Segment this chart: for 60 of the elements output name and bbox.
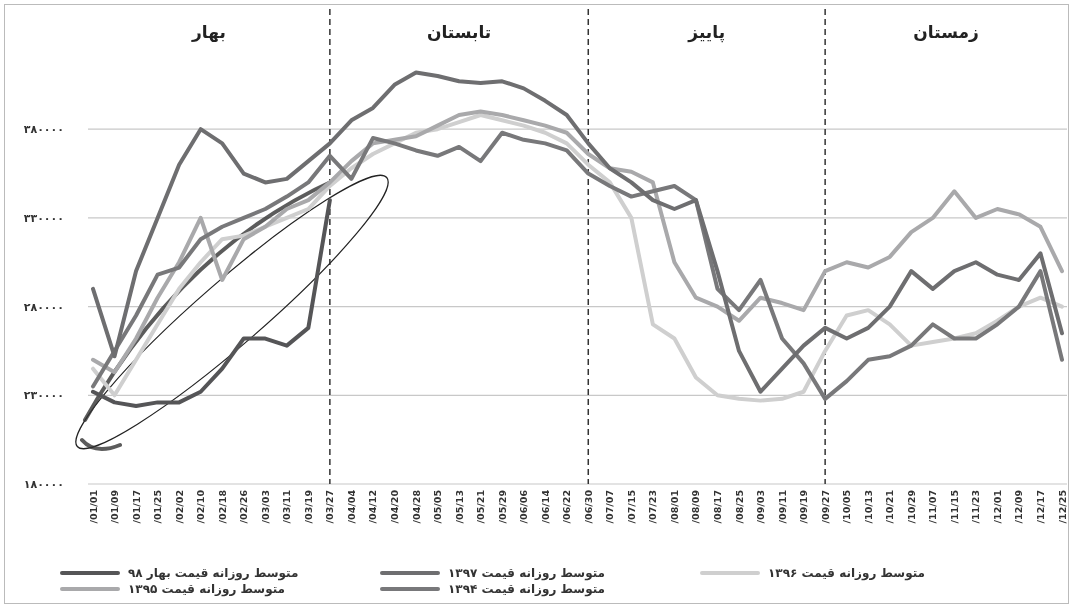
x-tick-label: /03/03	[259, 490, 271, 524]
y-tick-label: ۳۳۰۰۰۰	[23, 211, 64, 225]
x-tick-label: /03/11	[281, 490, 293, 524]
x-tick-label: /08/25	[733, 490, 745, 524]
x-tick-label: /09/03	[755, 490, 767, 524]
x-tick-label: /05/13	[453, 490, 465, 524]
x-tick-label: /05/29	[496, 490, 508, 524]
x-tick-label: /03/27	[324, 490, 336, 524]
x-tick-label: /06/14	[539, 489, 551, 524]
legend-label: متوسط روزانه قیمت ۱۳۹۵	[128, 582, 286, 596]
x-tick-label: /04/28	[410, 489, 422, 524]
x-tick-label: /01/17	[130, 490, 142, 524]
x-tick-label: /07/15	[625, 490, 637, 524]
legend-label: متوسط روزانه قیمت ۱۳۹۶	[768, 566, 926, 580]
x-tick-label: /01/01	[87, 490, 99, 524]
x-tick-label: /10/29	[905, 490, 917, 524]
x-tick-label: /09/27	[819, 490, 831, 524]
x-tick-label: /07/07	[604, 490, 616, 524]
x-tick-label: /12/01	[991, 490, 1003, 524]
x-tick-label: /04/12	[367, 490, 379, 524]
y-tick-label: ۱۸۰۰۰۰	[23, 478, 64, 491]
annotation: پاییز	[687, 22, 726, 43]
annotation: زمستان	[913, 22, 979, 42]
x-tick-label: /11/23	[970, 490, 982, 524]
y-tick-label: ۲۳۰۰۰۰	[23, 389, 64, 403]
x-tick-label: /12/17	[1034, 490, 1046, 524]
legend-label: متوسط روزانه قیمت ۱۳۹۷	[448, 566, 606, 580]
x-tick-label: /05/21	[475, 490, 487, 524]
x-tick-label: /12/09	[1013, 490, 1025, 524]
x-tick-label: /08/17	[711, 490, 723, 524]
x-tick-label: /01/09	[109, 490, 121, 524]
x-tick-label: /12/25	[1056, 490, 1068, 524]
x-tick-label: /06/06	[518, 489, 530, 524]
legend-label: متوسط روزانه قیمت بهار ۹۸	[128, 566, 299, 580]
x-tick-label: /02/10	[195, 489, 207, 524]
x-tick-label: /08/01	[668, 490, 680, 524]
y-tick-label: ۳۸۰۰۰۰	[23, 123, 64, 137]
x-tick-label: /11/07	[927, 490, 939, 524]
x-tick-label: /02/02	[173, 490, 185, 524]
x-tick-label: /04/04	[345, 489, 357, 524]
x-tick-label: /09/19	[798, 490, 810, 524]
x-tick-label: /02/26	[238, 489, 250, 524]
x-tick-label: /10/13	[862, 490, 874, 524]
x-tick-label: /09/11	[776, 490, 788, 524]
x-tick-label: /03/19	[302, 490, 314, 524]
x-tick-label: /07/23	[647, 490, 659, 524]
x-tick-label: /10/05	[841, 490, 853, 524]
x-tick-label: /11/15	[948, 490, 960, 524]
x-tick-label: /04/20	[388, 489, 400, 524]
annotation: بهار	[191, 22, 226, 43]
x-tick-label: /06/30	[582, 489, 594, 524]
annotation: تابستان	[426, 22, 492, 42]
x-tick-label: /05/05	[432, 490, 444, 524]
x-tick-label: /02/18	[216, 489, 228, 524]
x-tick-label: /08/09	[690, 490, 702, 524]
x-tick-label: /06/22	[561, 490, 573, 524]
x-tick-label: /01/25	[152, 490, 164, 524]
legend-label: متوسط روزانه قیمت ۱۳۹۴	[448, 582, 606, 596]
y-tick-label: ۲۸۰۰۰۰	[23, 300, 64, 314]
x-tick-label: /10/21	[884, 490, 896, 524]
